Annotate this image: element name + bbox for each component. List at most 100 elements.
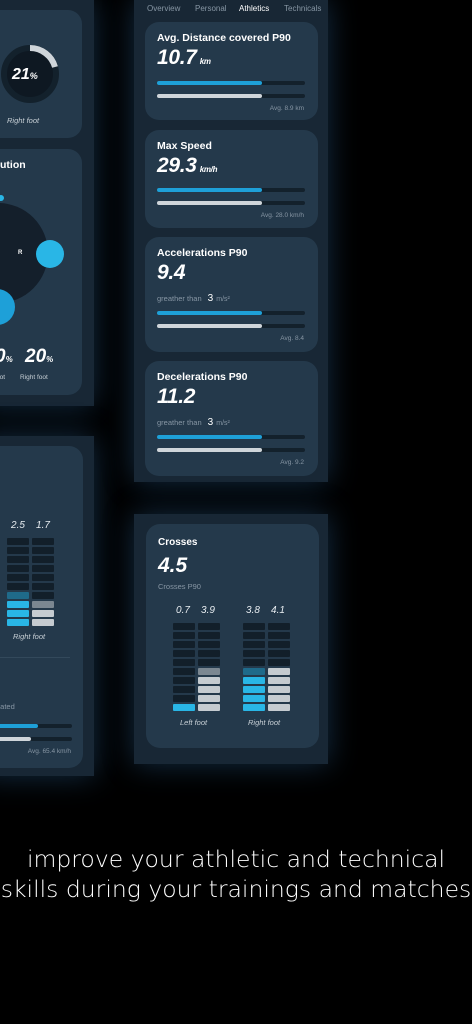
metric-blue-bar: [157, 81, 305, 85]
crosses-left-grey-segment: [198, 695, 220, 702]
left-grey-bar: [0, 737, 72, 741]
crosses-left-blue-segment: [173, 704, 195, 711]
crosses-left-blue-segment: [173, 677, 195, 684]
crosses-right-grey-segment: [268, 632, 290, 639]
crosses-right-blue-segment: [243, 659, 265, 666]
left-grey-segment: [32, 601, 54, 608]
metric-title: Max Speed: [157, 140, 212, 152]
metric-avg: Avg. 9.2: [280, 459, 304, 466]
metric-grey-bar: [157, 324, 305, 328]
left-col-value-1: 2.5: [11, 520, 25, 531]
left-blue-segment: [7, 547, 29, 554]
crosses-right-blue-segment: [243, 695, 265, 702]
metric-title: Avg. Distance covered P90: [157, 32, 291, 44]
crosses-left-blue-segment: [173, 632, 195, 639]
left-bars-foot-label: Right foot: [13, 632, 46, 641]
left-blue-segment: [7, 583, 29, 590]
left-grey-segment: [32, 619, 54, 626]
distribution-left-value: 0%: [0, 346, 13, 367]
tab-bar[interactable]: Overview Personal Athletics Technicals: [138, 0, 330, 18]
left-grey-segment: [32, 565, 54, 572]
distribution-chart: [0, 195, 64, 325]
crosses-left-blue-segment: [173, 686, 195, 693]
crosses-right-blue-segment: [243, 623, 265, 630]
left-metric-label: nated: [0, 702, 15, 711]
crosses-right-grey-segment: [268, 704, 290, 711]
left-grey-segment: [32, 538, 54, 545]
donut-arc: [29, 45, 58, 69]
crosses-left-grey-segment: [198, 659, 220, 666]
distribution-card: ution R 0% 20% oot Right foot: [0, 149, 82, 395]
left-blue-segment: [7, 574, 29, 581]
metric-blue-bar: [157, 435, 305, 439]
left-avg: Avg. 65.4 km/h: [27, 748, 71, 755]
crosses-left-grey-segment: [198, 677, 220, 684]
metric-value: 11.2: [157, 385, 196, 408]
crosses-card: Crosses 4.5 Crosses P90 0.7 3.9 3.8 4.1 …: [146, 524, 319, 748]
left-grey-segment: [32, 556, 54, 563]
crosses-right-foot-label: Right foot: [248, 718, 281, 727]
left-blue-segment: [7, 592, 29, 599]
crosses-right-grey-segment: [268, 677, 290, 684]
crosses-right-blue-segment: [243, 641, 265, 648]
metric-grey-bar: [157, 94, 305, 98]
crosses-right-grey-segment: [268, 695, 290, 702]
crosses-right-grey-segment: [268, 686, 290, 693]
tab-personal[interactable]: Personal: [195, 4, 227, 13]
left-grey-segment: [32, 592, 54, 599]
left-grey-segment: [32, 547, 54, 554]
left-blue-segment: [7, 601, 29, 608]
metric-blue-bar: [157, 188, 305, 192]
crosses-left-blue-segment: [173, 623, 195, 630]
crosses-left-foot-label: Left foot: [180, 718, 208, 727]
metric-value: 10.7 km: [157, 46, 211, 69]
crosses-left-blue-segment: [173, 641, 195, 648]
tab-overview[interactable]: Overview: [147, 4, 181, 13]
left-grey-segment: [32, 610, 54, 617]
distribution-title: ution: [0, 159, 26, 171]
crosses-right-blue-segment: [243, 650, 265, 657]
tab-athletics[interactable]: Athletics: [239, 4, 270, 13]
crosses-left-blue-segment: [173, 650, 195, 657]
metric-title: Accelerations P90: [157, 247, 248, 259]
left-blue-segment: [7, 556, 29, 563]
metric-avg: Avg. 28.0 km/h: [260, 212, 304, 219]
crosses-right-blue-value: 3.8: [246, 605, 260, 616]
left-blue-segment: [7, 538, 29, 545]
left-blue-bar: [0, 724, 72, 728]
donut-chart: [1, 45, 59, 103]
distribution-right-value: 20%: [25, 346, 54, 367]
metric-card-decelerations: Decelerations P90 11.2 greather than 3 m/…: [145, 361, 318, 476]
metric-value: 9.4: [157, 261, 186, 284]
crosses-left-blue-segment: [173, 695, 195, 702]
crosses-right-blue-segment: [243, 632, 265, 639]
distribution-right-label: Right foot: [20, 374, 48, 381]
crosses-right-grey-segment: [268, 641, 290, 648]
crosses-left-grey-segment: [198, 650, 220, 657]
crosses-right-blue-segment: [243, 704, 265, 711]
crosses-left-grey-segment: [198, 686, 220, 693]
crosses-right-grey-segment: [268, 668, 290, 675]
crosses-left-grey-segment: [198, 641, 220, 648]
crosses-right-blue-segment: [243, 668, 265, 675]
metric-blue-bar: [157, 311, 305, 315]
distribution-center-label: R: [18, 250, 23, 256]
crosses-left-blue-segment: [173, 668, 195, 675]
distribution-dot-right: [36, 240, 64, 268]
crosses-subtitle: Crosses P90: [158, 582, 201, 591]
left-grey-segment: [32, 574, 54, 581]
crosses-right-grey-segment: [268, 623, 290, 630]
crosses-left-grey-segment: [198, 632, 220, 639]
crosses-right-grey-segment: [268, 650, 290, 657]
crosses-left-grey-segment: [198, 668, 220, 675]
promo-caption: improve your athletic and technical skil…: [0, 845, 472, 903]
left-col-value-2: 1.7: [36, 520, 50, 531]
crosses-left-blue-value: 0.7: [176, 605, 190, 616]
left-bars-card: 2.5 1.7 Right foot nated Avg. 65.4 km/h: [0, 446, 83, 768]
distribution-left-label: oot: [0, 374, 6, 381]
crosses-right-grey-value: 4.1: [271, 605, 285, 616]
metric-value: 29.3 km/h: [157, 154, 218, 177]
left-grey-segment: [32, 583, 54, 590]
metric-grey-bar: [157, 201, 305, 205]
tab-technicals[interactable]: Technicals: [284, 4, 322, 13]
